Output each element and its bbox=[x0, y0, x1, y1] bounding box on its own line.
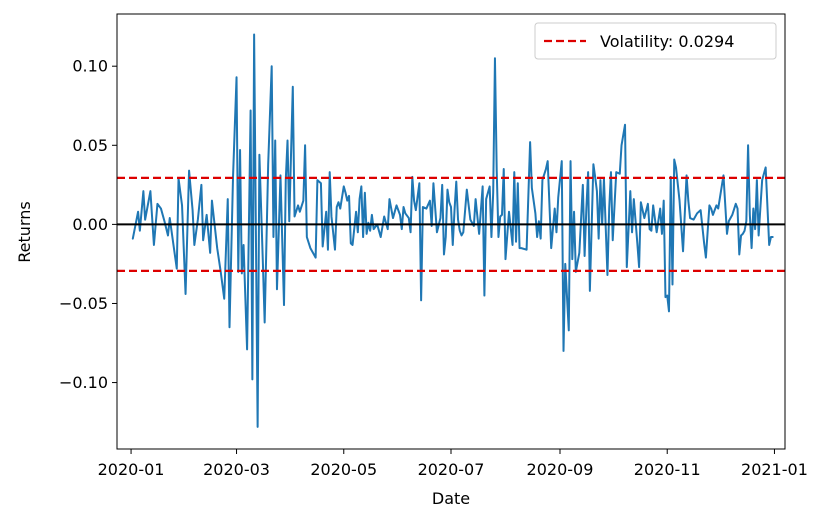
x-tick-label: 2020-03 bbox=[203, 460, 270, 479]
x-tick-label: 2020-01 bbox=[98, 460, 165, 479]
legend-box bbox=[534, 22, 777, 60]
x-tick-label: 2020-09 bbox=[527, 460, 594, 479]
x-axis-title: Date bbox=[432, 489, 470, 508]
y-axis-title: Returns bbox=[15, 201, 34, 262]
x-tick-label: 2020-11 bbox=[634, 460, 701, 479]
y-tick-label: 0.00 bbox=[72, 215, 108, 234]
x-tick-label: 2020-05 bbox=[310, 460, 377, 479]
series-layer bbox=[131, 33, 774, 428]
reference-lines bbox=[117, 176, 785, 272]
x-tick-label: 2020-07 bbox=[418, 460, 485, 479]
legend: Volatility: 0.0294 bbox=[534, 22, 777, 60]
y-axis: 0.10 0.05 0.00 −0.05 −0.10 bbox=[59, 57, 117, 392]
y-tick-label: −0.10 bbox=[59, 373, 108, 392]
returns-series-line bbox=[131, 33, 774, 428]
y-tick-label: 0.10 bbox=[72, 57, 108, 76]
y-tick-label: −0.05 bbox=[59, 294, 108, 313]
y-tick-label: 0.05 bbox=[72, 136, 108, 155]
legend-label-volatility: Volatility: 0.0294 bbox=[600, 32, 734, 51]
x-axis: 2020-01 2020-03 2020-05 2020-07 2020-09 2020-… bbox=[98, 449, 808, 479]
x-tick-label: 2021-01 bbox=[741, 460, 808, 479]
